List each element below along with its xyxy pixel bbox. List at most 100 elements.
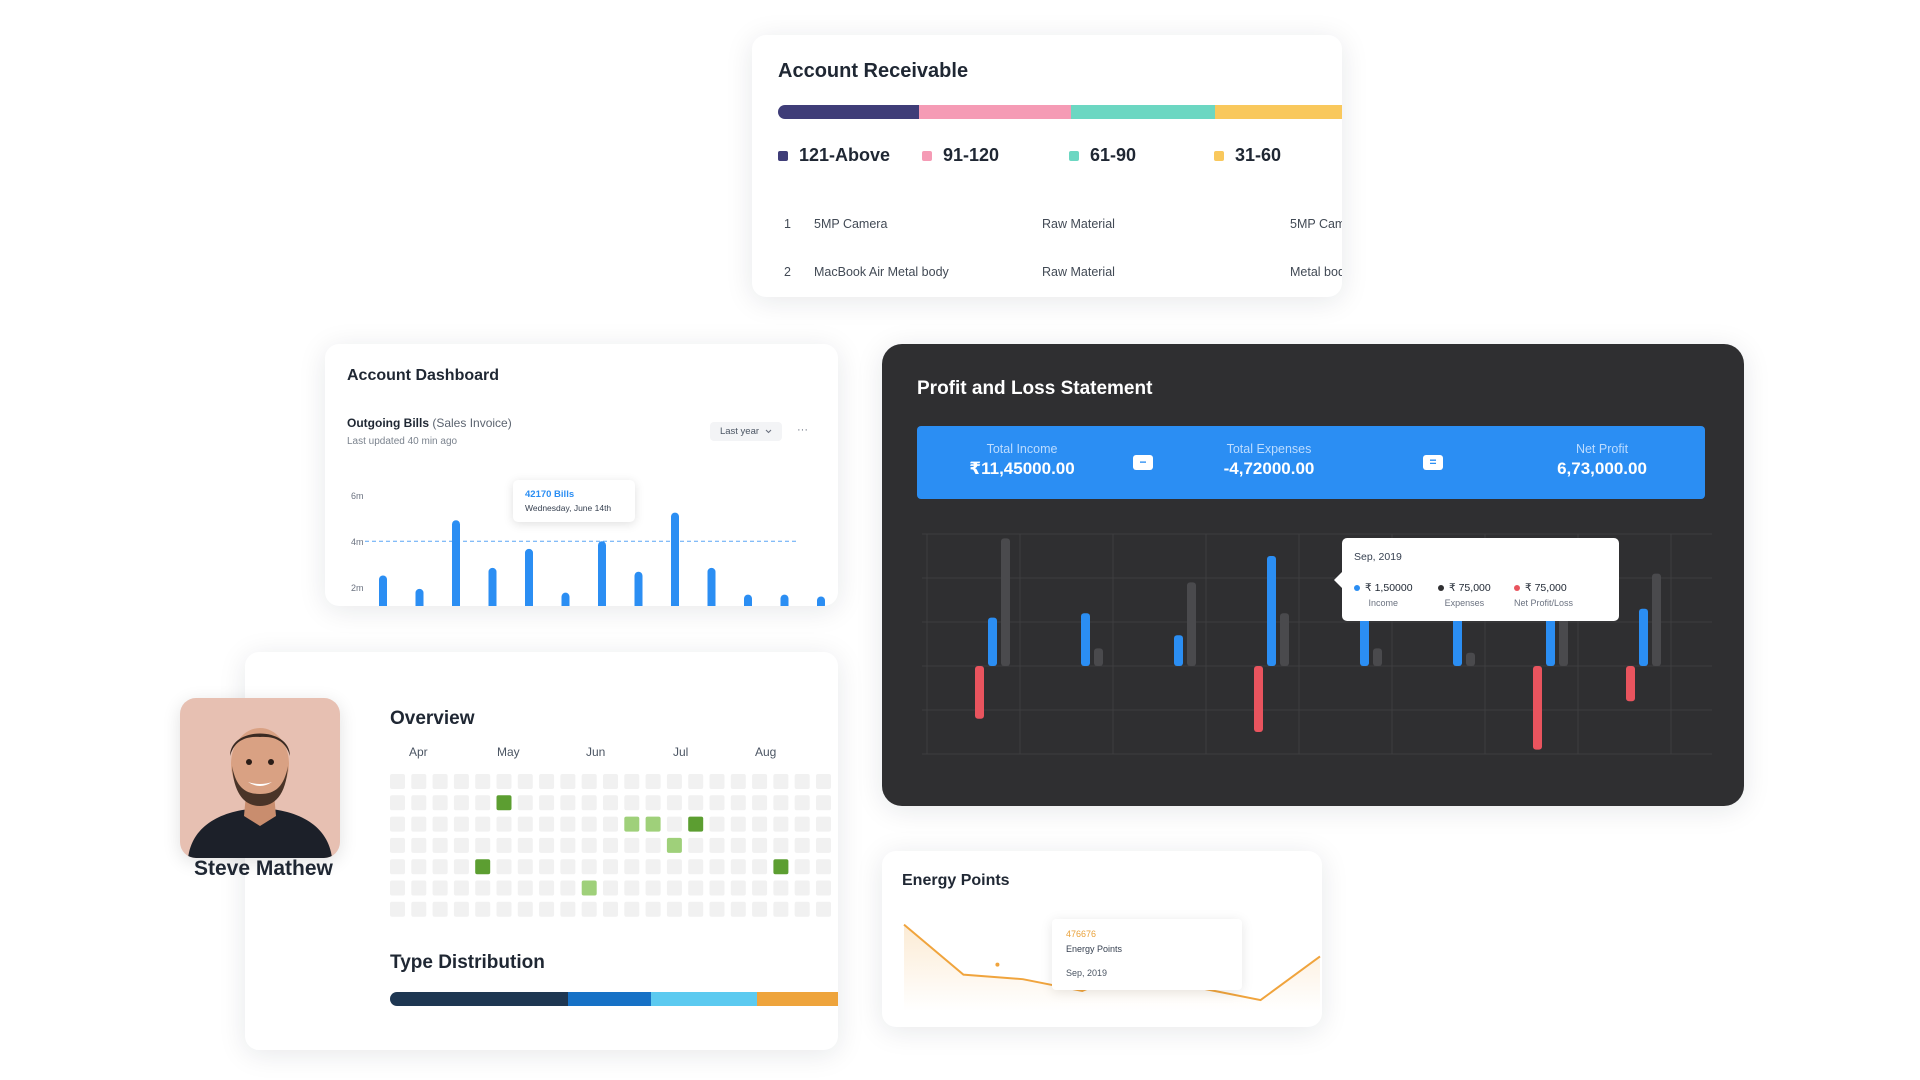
profit-loss-title: Profit and Loss Statement <box>917 378 1153 399</box>
heatmap-cell <box>603 774 618 789</box>
heatmap-cell <box>730 880 746 896</box>
heatmap-cell <box>688 880 704 896</box>
heatmap-cell <box>688 901 704 917</box>
income-bar <box>988 617 997 666</box>
heatmap-cell <box>773 795 789 811</box>
profit-loss-card: Profit and Loss Statement Total Income ₹… <box>882 344 1744 806</box>
ar-segment-61-90[interactable] <box>1070 105 1216 119</box>
heatmap-cell <box>411 795 427 811</box>
heatmap-cell <box>581 880 597 896</box>
heatmap-cell <box>624 901 640 917</box>
row-item[interactable]: 5MP Camera <box>814 217 888 231</box>
heatmap-cell <box>453 859 469 875</box>
person-avatar-icon <box>188 728 332 858</box>
heatmap-cell <box>752 774 768 789</box>
type-segment[interactable] <box>567 992 652 1006</box>
heatmap-cell <box>688 774 704 789</box>
heatmap-cell <box>560 837 576 853</box>
income-bar <box>1081 613 1090 666</box>
heatmap-cell <box>453 774 469 789</box>
row-item[interactable]: MacBook Air Metal body <box>814 265 949 279</box>
heatmap-cell <box>517 880 533 896</box>
heatmap-cell <box>390 795 405 811</box>
activity-heatmap <box>390 774 831 917</box>
heatmap-cell <box>709 816 725 832</box>
heatmap-cell <box>709 774 725 789</box>
heatmap-cell <box>560 816 576 832</box>
heatmap-cell <box>816 901 831 917</box>
heatmap-cell <box>730 795 746 811</box>
type-segment[interactable] <box>756 992 838 1006</box>
net-profit: Net Profit 6,73,000.00 <box>1512 442 1692 479</box>
heatmap-cell <box>816 795 831 811</box>
heatmap-cell <box>560 859 576 875</box>
net-loss-bar <box>975 666 984 719</box>
legend-label: 31-60 <box>1235 145 1282 165</box>
heatmap-cell <box>773 901 789 917</box>
expenses-bar <box>1187 582 1196 666</box>
heatmap-cell <box>517 774 533 789</box>
heatmap-cell <box>390 859 405 875</box>
tooltip-expenses: ₹ 75,000 Expenses <box>1438 582 1491 608</box>
legend-swatch <box>922 150 932 161</box>
heatmap-cell <box>517 795 533 811</box>
heatmap-cell <box>560 901 576 917</box>
heatmap-cell <box>453 837 469 853</box>
tooltip-date: Wednesday, June 14th <box>525 503 612 513</box>
expenses-bar <box>1094 648 1103 666</box>
month-label: Jun <box>586 745 606 759</box>
ar-segment-91-120[interactable] <box>919 105 1071 119</box>
heatmap-cell <box>475 837 491 853</box>
heatmap-cell <box>752 816 768 832</box>
expenses-bar <box>1373 648 1382 666</box>
heatmap-cell <box>603 816 618 832</box>
heatmap-cell <box>773 880 789 896</box>
heatmap-cell <box>539 816 555 832</box>
legend-label: 91-120 <box>943 145 1000 165</box>
heatmap-cell <box>794 795 810 811</box>
heatmap-cell <box>539 859 555 875</box>
heatmap-cell <box>666 859 682 875</box>
total-income-label: Total Income <box>986 442 1058 456</box>
tooltip-net: ₹ 75,000 Net Profit/Loss <box>1514 582 1573 608</box>
heatmap-cell <box>603 901 618 917</box>
type-segment[interactable] <box>651 992 757 1006</box>
tooltip-income-label: Income <box>1368 598 1399 608</box>
heatmap-cell <box>432 901 448 917</box>
energy-points-card: Energy Points 476676 Energy Points Sep, … <box>882 851 1322 1027</box>
income-bar <box>1267 556 1276 666</box>
legend-91-120: 91-120 <box>922 145 999 166</box>
heatmap-cell <box>709 880 725 896</box>
heatmap-cell <box>453 901 469 917</box>
heatmap-cell <box>730 816 746 832</box>
income-dot-icon <box>1354 585 1360 591</box>
heatmap-cell <box>539 901 555 917</box>
heatmap-cell <box>773 859 789 875</box>
heatmap-cell <box>730 859 746 875</box>
legend-61-90: 61-90 <box>1069 145 1136 166</box>
expenses-bar <box>1652 573 1661 666</box>
heatmap-cell <box>411 816 427 832</box>
heatmap-cell <box>432 859 448 875</box>
heatmap-cell <box>432 795 448 811</box>
heatmap-cell <box>794 880 810 896</box>
more-options-button[interactable]: ··· <box>797 424 808 436</box>
period-select[interactable]: Last year <box>710 422 782 441</box>
bill-bar <box>780 594 789 606</box>
expenses-dot-icon <box>1438 585 1444 591</box>
type-segment[interactable] <box>390 992 568 1006</box>
heatmap-cell <box>539 774 555 789</box>
avatar[interactable] <box>180 698 340 858</box>
heatmap-cell <box>645 774 661 789</box>
ar-segment-121-above[interactable] <box>778 105 919 119</box>
heatmap-cell <box>496 795 512 811</box>
ar-segment-31-60[interactable] <box>1215 105 1342 119</box>
bill-bar <box>598 541 606 606</box>
net-dot-icon <box>1514 585 1520 591</box>
total-income: Total Income ₹11,45000.00 <box>932 442 1112 479</box>
energy-tooltip: 476676 Energy Points Sep, 2019 <box>1052 919 1242 990</box>
heatmap-cell <box>666 774 682 789</box>
heatmap-cell <box>794 901 810 917</box>
heatmap-cell <box>560 774 576 789</box>
chart-tooltip: 42170 Bills Wednesday, June 14th <box>513 480 635 522</box>
